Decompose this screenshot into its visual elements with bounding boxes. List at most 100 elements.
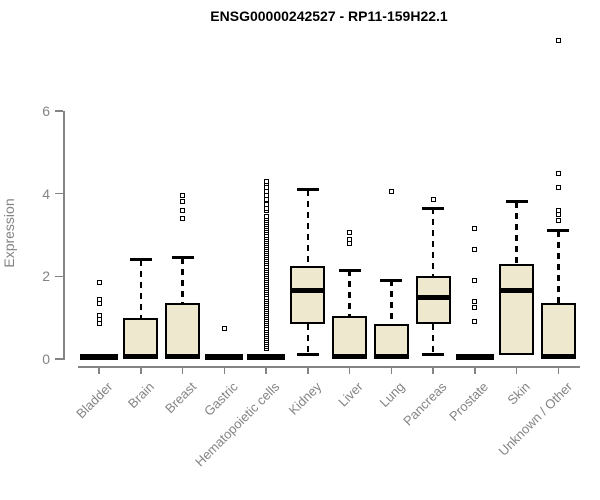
outlier-point: [472, 277, 478, 283]
outlier-point: [430, 197, 436, 203]
median-line: [80, 353, 118, 360]
outlier-point: [263, 213, 269, 219]
whisker: [348, 270, 351, 316]
outlier-point: [96, 296, 102, 302]
whisker: [515, 201, 518, 264]
outlier-point: [555, 170, 561, 176]
whisker-cap: [547, 229, 570, 233]
median-line: [165, 353, 200, 359]
x-tick: [432, 367, 434, 374]
outlier-point: [388, 189, 394, 195]
y-tick: [55, 275, 63, 278]
whisker-cap: [380, 278, 403, 282]
y-tick-label: 2: [42, 268, 50, 285]
median-line: [205, 353, 244, 360]
box: [123, 317, 159, 359]
x-tick-label: Lung: [376, 379, 408, 411]
outlier-point: [472, 319, 478, 325]
y-tick-label: 0: [42, 351, 50, 367]
whisker-cap: [171, 256, 194, 260]
whisker: [390, 280, 393, 324]
whisker: [557, 230, 560, 304]
outlier-point: [180, 215, 185, 221]
chart-title: ENSG00000242527 - RP11-159H22.1: [210, 8, 448, 24]
box: [165, 303, 200, 359]
outlier-point: [472, 226, 478, 232]
median-line: [247, 353, 285, 360]
x-tick-label: Bladder: [73, 379, 116, 422]
outlier-point: [180, 193, 185, 199]
x-tick-label: Kidney: [285, 379, 325, 418]
whisker: [431, 208, 435, 277]
outlier-point: [555, 38, 561, 44]
y-tick-label: 4: [42, 185, 50, 202]
x-tick-label: Prostate: [446, 379, 492, 424]
y-tick-label: 6: [42, 103, 50, 119]
x-tick-label: Pancreas: [400, 379, 450, 429]
x-tick-label: Gastric: [201, 379, 241, 419]
y-tick: [55, 110, 63, 112]
x-tick-label: Liver: [335, 379, 367, 410]
outlier-point: [221, 325, 227, 331]
outlier-point: [180, 207, 185, 213]
outlier-point: [555, 184, 561, 190]
whisker: [306, 189, 309, 266]
median-line: [540, 353, 576, 359]
whisker-cap: [422, 206, 444, 210]
x-tick-label: Breast: [161, 379, 200, 417]
x-tick: [515, 367, 518, 374]
whisker-cap: [422, 352, 444, 356]
median-line: [499, 288, 534, 294]
outlier-point: [555, 207, 561, 213]
whisker-cap: [338, 268, 361, 272]
whisker: [431, 323, 435, 355]
whisker-cap: [296, 188, 319, 192]
outlier-point: [96, 313, 102, 319]
median-line: [332, 353, 367, 359]
x-tick: [474, 367, 476, 374]
outlier-point: [472, 246, 478, 252]
whisker-cap: [129, 258, 152, 262]
box: [499, 263, 534, 355]
outlier-point: [555, 218, 561, 224]
median-line: [373, 353, 409, 359]
outlier-point: [347, 236, 352, 242]
x-tick-label: Unknown / Other: [495, 379, 575, 459]
outlier-point: [180, 199, 185, 205]
x-tick: [307, 367, 309, 374]
median-line: [123, 353, 159, 359]
whisker: [181, 257, 184, 304]
box: [415, 276, 451, 324]
box: [290, 266, 326, 324]
whisker: [306, 323, 309, 355]
y-tick: [55, 192, 63, 195]
x-tick: [390, 367, 392, 374]
y-axis-line: [63, 111, 65, 360]
box: [540, 303, 576, 359]
outlier-point: [96, 280, 102, 286]
whisker-cap: [505, 200, 528, 204]
outlier-point: [472, 304, 478, 310]
median-line: [455, 353, 494, 360]
x-tick: [98, 367, 100, 374]
outlier-point: [347, 230, 352, 236]
x-axis-line: [78, 366, 580, 368]
x-tick: [140, 367, 142, 374]
box: [332, 315, 367, 359]
x-tick-label: Skin: [504, 379, 534, 408]
median-line: [415, 294, 451, 300]
outlier-point: [472, 298, 478, 304]
x-tick: [348, 367, 351, 374]
whisker-cap: [296, 352, 319, 356]
y-tick: [55, 358, 63, 360]
x-tick: [557, 367, 559, 374]
x-tick: [223, 367, 225, 374]
x-tick: [181, 367, 184, 374]
x-tick: [265, 367, 267, 374]
median-line: [290, 288, 326, 294]
outlier-point: [263, 178, 269, 184]
whisker: [139, 259, 142, 318]
x-tick-label: Brain: [125, 379, 158, 412]
